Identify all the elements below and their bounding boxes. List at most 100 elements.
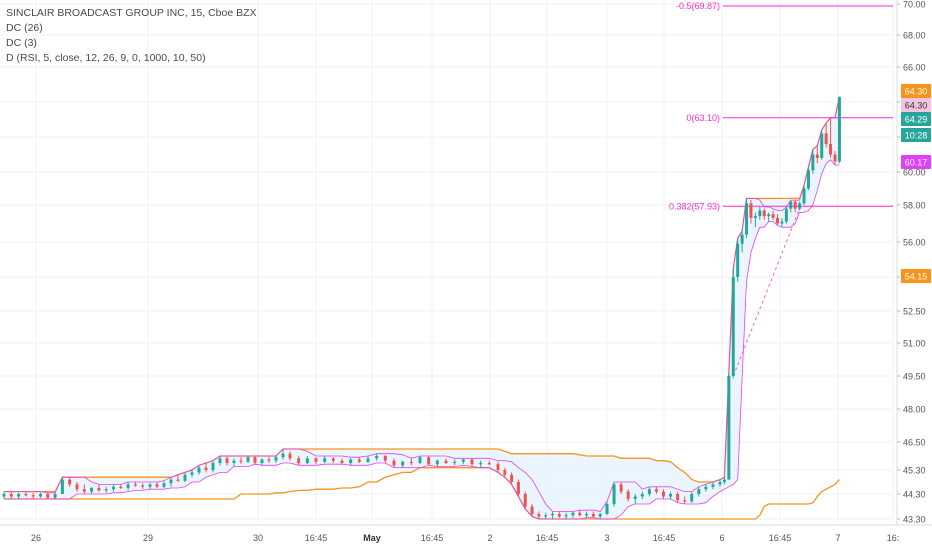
- candle: [806, 166, 810, 191]
- candle-body: [479, 463, 483, 465]
- candle-body: [605, 504, 609, 514]
- candle: [510, 472, 514, 485]
- dc26-upper-line: [4, 96, 841, 493]
- candle-body: [409, 461, 413, 464]
- fib-label: -0.5(69.87): [676, 1, 720, 11]
- candle-body: [811, 154, 815, 171]
- candle: [745, 198, 749, 239]
- candle-body: [260, 459, 264, 463]
- time-tick-label: 16:45: [305, 533, 328, 543]
- candle: [305, 456, 309, 465]
- fib-label: 0.382(57.93): [669, 201, 720, 211]
- time-tick-label: 16:45: [536, 533, 559, 543]
- candle-body: [340, 460, 344, 463]
- candle: [551, 511, 554, 519]
- candle: [97, 484, 101, 492]
- candle: [104, 486, 108, 493]
- candle-body: [90, 488, 94, 492]
- price-tick-label: 48.00: [903, 405, 926, 415]
- candle: [409, 458, 413, 466]
- candle: [82, 484, 86, 494]
- candle: [112, 484, 115, 492]
- candle-body: [232, 460, 236, 463]
- candle-body: [267, 459, 271, 461]
- candle: [211, 460, 215, 473]
- candle: [246, 456, 250, 463]
- candle-body: [349, 459, 353, 463]
- candle-body: [155, 484, 159, 487]
- candle: [523, 491, 527, 509]
- candle-body: [824, 133, 828, 144]
- price-tag-text: 64.30: [905, 101, 928, 111]
- candle-body: [126, 484, 130, 488]
- candle: [824, 123, 828, 148]
- candle-body: [633, 496, 637, 499]
- candle-body: [183, 474, 187, 481]
- time-axis-ticks: 26 29 30 16:45 May 16:45 2 16:45 3 16:45 6 16:45 7 16…: [31, 533, 899, 543]
- candle-body: [647, 489, 651, 494]
- candle-body: [119, 486, 123, 488]
- price-tag-bg: [901, 84, 931, 98]
- time-tick-label: 26: [31, 533, 41, 543]
- candle-body: [806, 170, 810, 189]
- candle: [640, 491, 644, 499]
- candle: [780, 217, 784, 228]
- candle: [314, 457, 318, 465]
- candle-body: [784, 208, 788, 222]
- price-tag-last: 64.30: [901, 84, 931, 98]
- candle-body: [141, 485, 145, 487]
- candle-body: [736, 243, 740, 277]
- candle-body: [676, 494, 680, 501]
- candle: [427, 456, 431, 466]
- legend-dc3[interactable]: DC (3): [6, 37, 37, 49]
- price-tick-label: 44.30: [903, 490, 926, 500]
- candle: [789, 200, 793, 213]
- candle: [711, 482, 715, 490]
- price-tick-label: 43.30: [903, 515, 926, 525]
- candle-body: [323, 458, 327, 462]
- candle: [366, 456, 370, 463]
- price-tick-label: 45.30: [903, 466, 926, 476]
- candle: [288, 451, 292, 461]
- candle: [626, 489, 630, 502]
- candle-body: [176, 479, 180, 481]
- candle-body: [204, 467, 208, 470]
- candle: [811, 149, 815, 174]
- candle-body: [288, 453, 292, 459]
- candle: [253, 456, 257, 465]
- legend-title[interactable]: SINCLAIR BROADCAST GROUP INC, 15, Cboe B…: [6, 7, 257, 19]
- candle: [793, 200, 797, 213]
- price-tag-bg: [901, 269, 931, 283]
- candle: [802, 185, 806, 205]
- price-tag-text: 64.29: [905, 115, 928, 125]
- candle: [197, 465, 201, 475]
- price-tag-bg: [901, 112, 931, 126]
- price-tag-text: 10:28: [905, 131, 928, 141]
- candle: [727, 373, 731, 480]
- candle: [340, 458, 344, 465]
- candle: [676, 491, 680, 503]
- dc3-lower-line: [4, 159, 840, 520]
- candle-body: [669, 494, 673, 497]
- price-tick-label: 49.50: [903, 372, 926, 382]
- price-tag-text: 60.17: [905, 158, 928, 168]
- candle-body: [578, 512, 582, 516]
- candle-body: [401, 461, 405, 466]
- candle: [530, 504, 534, 517]
- legend-indicator[interactable]: D (RSI, 5, close, 12, 26, 9, 0, 1000, 10…: [6, 52, 206, 64]
- legend-dc26[interactable]: DC (26): [6, 22, 43, 34]
- candle: [605, 501, 609, 516]
- candle: [815, 145, 819, 164]
- price-tick-label: 46.50: [903, 438, 926, 448]
- candle-body: [366, 458, 370, 462]
- candle: [683, 496, 687, 504]
- candle-body: [112, 486, 115, 490]
- price-tag-dc3-lower: 60.17: [901, 155, 931, 169]
- candle-body: [516, 482, 520, 494]
- candle-body: [749, 203, 753, 218]
- candle: [662, 489, 665, 499]
- price-tag-high: 64.30: [901, 98, 931, 112]
- candle-body: [740, 234, 744, 244]
